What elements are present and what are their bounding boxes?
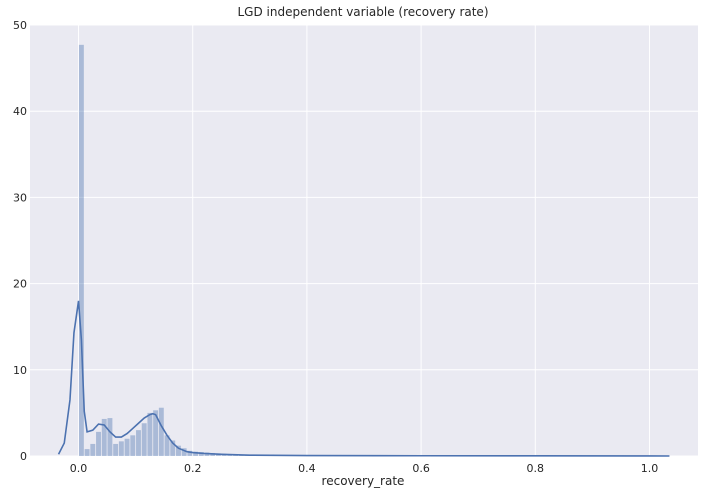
histogram-bar [96, 431, 101, 456]
y-tick-label: 0 [20, 450, 27, 463]
histogram-bar [147, 412, 153, 456]
x-tick-labels: 0.0 0.2 0.4 0.6 0.8 1.0 [70, 462, 658, 475]
chart-title: LGD independent variable (recovery rate) [238, 5, 489, 19]
histogram-bar [130, 435, 136, 456]
histogram-bar [113, 443, 119, 456]
histogram-bar [193, 451, 199, 456]
y-tick-labels: 0 10 20 30 40 50 [13, 19, 27, 463]
histogram-bar [101, 418, 107, 456]
histogram-bar [124, 438, 130, 456]
histogram-bar [118, 441, 124, 456]
histogram-bar [175, 445, 181, 456]
plot-area [30, 25, 698, 456]
histogram-bar [78, 44, 84, 457]
histogram-bar [84, 449, 90, 456]
x-tick-label: 0.0 [70, 462, 88, 475]
x-tick-label: 0.6 [412, 462, 430, 475]
x-tick-label: 0.2 [184, 462, 202, 475]
gridlines [30, 24, 698, 457]
histogram-bar [170, 440, 176, 456]
y-tick-label: 30 [13, 191, 27, 204]
y-tick-label: 40 [13, 105, 27, 118]
x-tick-label: 1.0 [641, 462, 659, 475]
histogram-bar [107, 418, 113, 456]
y-tick-label: 10 [13, 364, 27, 377]
histogram-bar [187, 450, 193, 456]
histogram-bar [198, 452, 204, 456]
histogram-bar [136, 430, 141, 456]
x-tick-label: 0.8 [527, 462, 545, 475]
histogram-bar [181, 448, 187, 456]
histogram-bar [153, 410, 159, 456]
x-axis-label: recovery_rate [322, 474, 405, 488]
x-tick-label: 0.4 [298, 462, 316, 475]
kde-line [57, 300, 670, 457]
histogram-bar [158, 407, 164, 456]
y-tick-label: 20 [13, 278, 27, 291]
histogram-bar [90, 443, 96, 456]
histogram-bar [164, 435, 170, 456]
histogram-bars [78, 44, 250, 457]
histogram-bar [141, 423, 147, 456]
y-tick-label: 50 [13, 19, 27, 32]
